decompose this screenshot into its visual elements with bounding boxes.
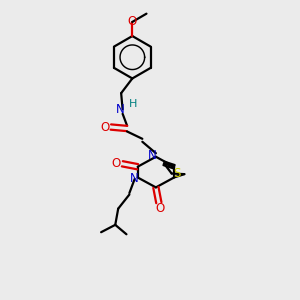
Text: S: S: [173, 167, 181, 180]
Text: N: N: [148, 149, 157, 162]
Text: N: N: [130, 172, 139, 185]
Text: O: O: [156, 202, 165, 215]
Text: N: N: [116, 103, 124, 116]
Text: O: O: [100, 121, 110, 134]
Text: O: O: [128, 15, 137, 28]
Text: H: H: [129, 99, 137, 109]
Text: O: O: [112, 157, 121, 170]
